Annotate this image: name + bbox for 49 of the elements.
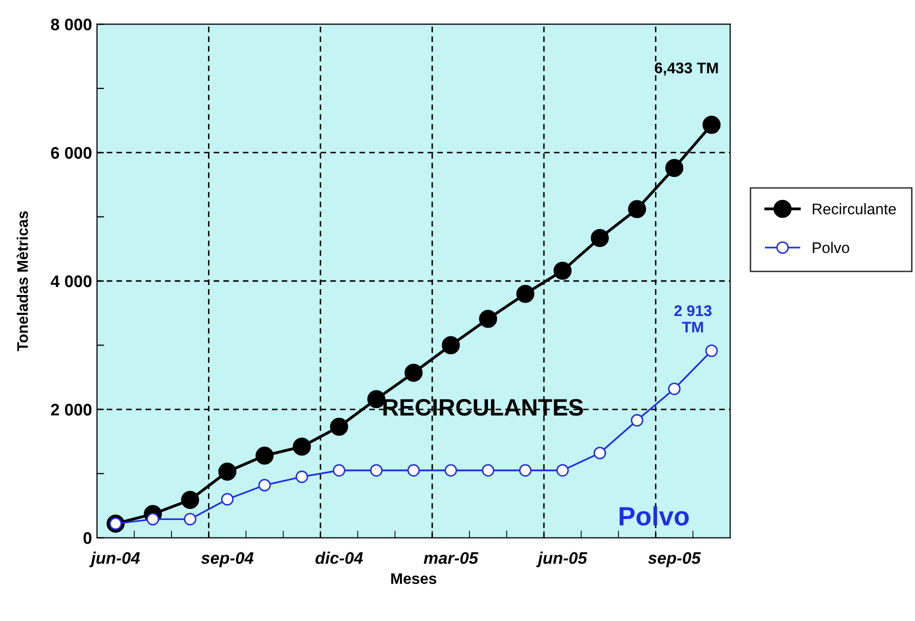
legend-label: Polvo xyxy=(812,242,850,254)
annotation: Polvo xyxy=(620,506,689,526)
point xyxy=(258,478,271,492)
point xyxy=(407,464,420,477)
y-axis-title: Toneladas Mètricas xyxy=(16,211,28,352)
y-tick-label: 8 000 xyxy=(50,18,92,30)
point xyxy=(444,464,458,477)
point xyxy=(556,464,569,477)
x-tick-label: jun-05 xyxy=(536,552,588,568)
x-tick-label: sep-04 xyxy=(201,552,254,568)
point xyxy=(630,414,644,427)
point xyxy=(516,284,534,303)
point xyxy=(479,310,498,328)
y-tick-label: 6 000 xyxy=(51,147,92,159)
point xyxy=(370,464,383,477)
x-tick-label: sep-05 xyxy=(648,552,701,568)
point xyxy=(221,493,234,506)
point xyxy=(705,344,718,358)
point xyxy=(594,446,606,460)
x-tick-label: mar-05 xyxy=(424,552,478,564)
point xyxy=(482,464,494,477)
point xyxy=(668,382,681,396)
point xyxy=(181,490,200,509)
point xyxy=(332,464,346,477)
point xyxy=(367,390,386,408)
legend-label: Recirculante xyxy=(812,203,896,214)
annotation: 2 913 TM xyxy=(674,305,712,332)
point xyxy=(665,158,684,178)
x-tick-label: jun-04 xyxy=(89,552,140,568)
x-axis-title: Meses xyxy=(391,573,436,584)
point xyxy=(702,116,721,134)
y-tick-label: 0 xyxy=(84,532,92,544)
point xyxy=(218,462,236,481)
point xyxy=(292,438,311,456)
annotation: RECIRCULANTES xyxy=(383,399,583,416)
point xyxy=(590,228,609,248)
point xyxy=(184,512,196,526)
y-tick-label: 4 000 xyxy=(50,275,92,288)
point xyxy=(554,262,572,280)
point xyxy=(296,470,308,484)
x-tick-label: dic-04 xyxy=(315,552,363,564)
point xyxy=(442,336,460,354)
point xyxy=(628,200,646,218)
point xyxy=(256,446,274,465)
point xyxy=(330,418,348,436)
y-tick-label: 2 000 xyxy=(51,404,92,416)
annotation: 6,433 TM xyxy=(654,62,718,76)
point xyxy=(519,464,532,477)
point xyxy=(404,364,423,382)
